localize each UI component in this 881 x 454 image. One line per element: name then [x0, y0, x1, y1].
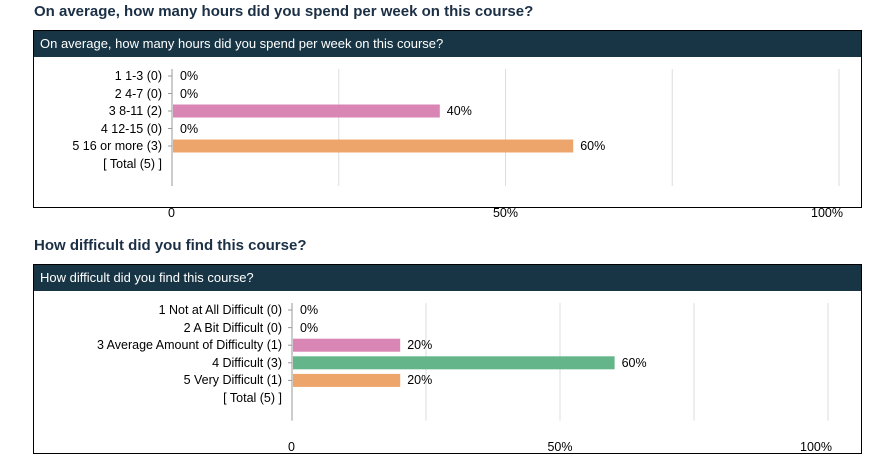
- chart-svg: [288, 303, 829, 421]
- value-label: 0%: [180, 86, 199, 101]
- bar: [293, 338, 401, 352]
- value-label: 0%: [180, 121, 199, 136]
- x-tick-label: 50%: [492, 206, 519, 220]
- value-label: 0%: [300, 320, 319, 335]
- category-label: 4 Difficult (3): [212, 355, 282, 370]
- category-label: 5 Very Difficult (1): [183, 373, 282, 388]
- value-label: 20%: [407, 373, 433, 388]
- x-tick-label: 100%: [800, 440, 832, 454]
- bar: [293, 356, 615, 370]
- x-tick-label: 50%: [547, 440, 573, 454]
- value-label: 60%: [621, 355, 647, 370]
- x-tick-label: 100%: [811, 206, 843, 220]
- category-label: 3 Average Amount of Difficulty (1): [96, 338, 282, 353]
- bar-chart-difficulty: 1 Not at All Difficult (0) 0% 2 A Bit Diff…: [34, 291, 861, 454]
- bar: [173, 104, 440, 118]
- value-label: 0%: [300, 303, 319, 317]
- total-label: [ Total (5) ]: [223, 391, 282, 405]
- category-label: 1 Not at All Difficult (0): [158, 303, 282, 317]
- chart-panel-difficulty: How difficult did you find this course? …: [33, 264, 862, 454]
- x-tick-label: 0: [288, 440, 295, 454]
- value-label: 20%: [407, 338, 433, 353]
- category-label: 3 8-11 (2): [108, 104, 162, 118]
- bar-chart-hours: 1 1-3 (0) 0% 2 4-7 (0) 0% 3 8-11 (2) 40% 4 12-…: [34, 57, 861, 220]
- category-label: 4 12-15 (0): [100, 121, 162, 136]
- bar: [293, 373, 401, 387]
- category-label: 2 A Bit Difficult (0): [183, 320, 282, 335]
- value-label: 0%: [180, 69, 199, 83]
- chart-svg: [168, 69, 840, 186]
- category-label: 2 4-7 (0): [114, 86, 162, 101]
- panel-header-difficulty: How difficult did you find this course?: [34, 265, 861, 291]
- category-label: 5 16 or more (3): [72, 139, 162, 153]
- value-label: 60%: [580, 139, 606, 153]
- value-label: 40%: [446, 104, 472, 118]
- bar: [173, 139, 574, 153]
- section-title-hours: On average, how many hours did you spend…: [34, 3, 534, 20]
- chart-panel-hours: On average, how many hours did you spend…: [33, 30, 862, 220]
- section-title-difficulty: How difficult did you find this course?: [34, 237, 307, 254]
- panel-header-hours: On average, how many hours did you spend…: [34, 31, 861, 57]
- total-label: [ Total (5) ]: [103, 156, 162, 171]
- category-label: 1 1-3 (0): [114, 69, 162, 83]
- x-tick-label: 0: [168, 206, 175, 220]
